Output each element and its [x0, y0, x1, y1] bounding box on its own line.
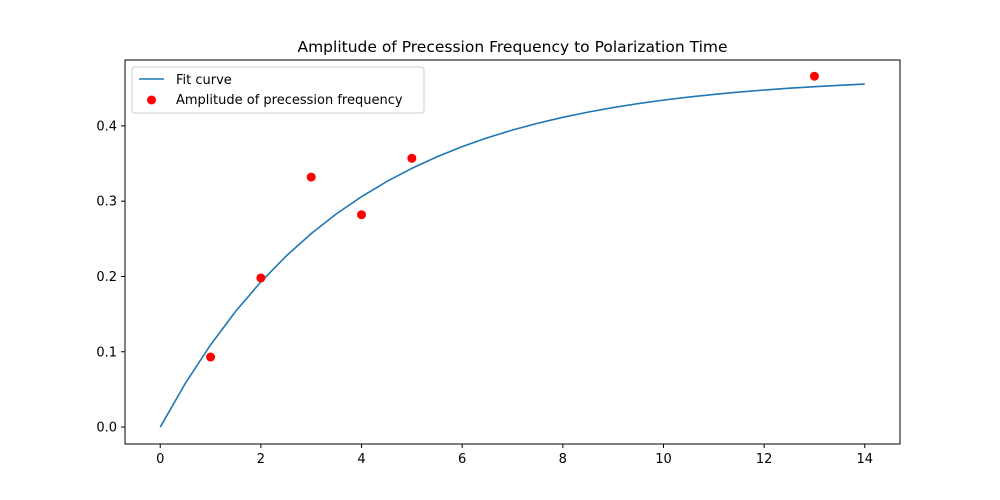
x-tick-label: 10: [655, 452, 672, 467]
y-tick-label: 0.0: [96, 421, 117, 436]
y-tick-label: 0.1: [96, 345, 117, 360]
x-tick-label: 6: [458, 452, 466, 467]
x-tick-label: 12: [756, 452, 773, 467]
data-point: [206, 352, 216, 362]
y-tick-label: 0.4: [96, 119, 117, 134]
y-axis: 0.0 0.1 0.2 0.3 0.4: [96, 119, 125, 436]
y-tick-label: 0.2: [96, 270, 117, 285]
plot-area: [125, 60, 900, 444]
data-point: [306, 172, 316, 182]
x-tick-label: 8: [559, 452, 567, 467]
x-tick-label: 0: [156, 452, 164, 467]
data-point: [256, 273, 266, 283]
data-point: [809, 71, 819, 81]
legend-marker-swatch: [147, 95, 156, 105]
fit-curve-line: [159, 83, 865, 428]
y-tick-label: 0.3: [96, 195, 117, 210]
legend-label-fit-curve: Fit curve: [176, 73, 232, 88]
legend-box: [131, 66, 425, 114]
x-axis: 0 2 4 6 8 10 12 14: [156, 444, 873, 467]
series-layer: [159, 71, 865, 428]
legend-label-amplitude: Amplitude of precession frequency: [176, 93, 403, 108]
data-point: [357, 210, 367, 220]
legend: Fit curve Amplitude of precession freque…: [131, 66, 425, 114]
plot-frame: [124, 59, 901, 445]
data-point: [407, 153, 417, 163]
x-tick-label: 2: [257, 452, 265, 467]
x-tick-label: 14: [856, 452, 873, 467]
x-tick-label: 4: [357, 452, 365, 467]
chart-title: Amplitude of Precession Frequency to Pol…: [297, 38, 727, 56]
